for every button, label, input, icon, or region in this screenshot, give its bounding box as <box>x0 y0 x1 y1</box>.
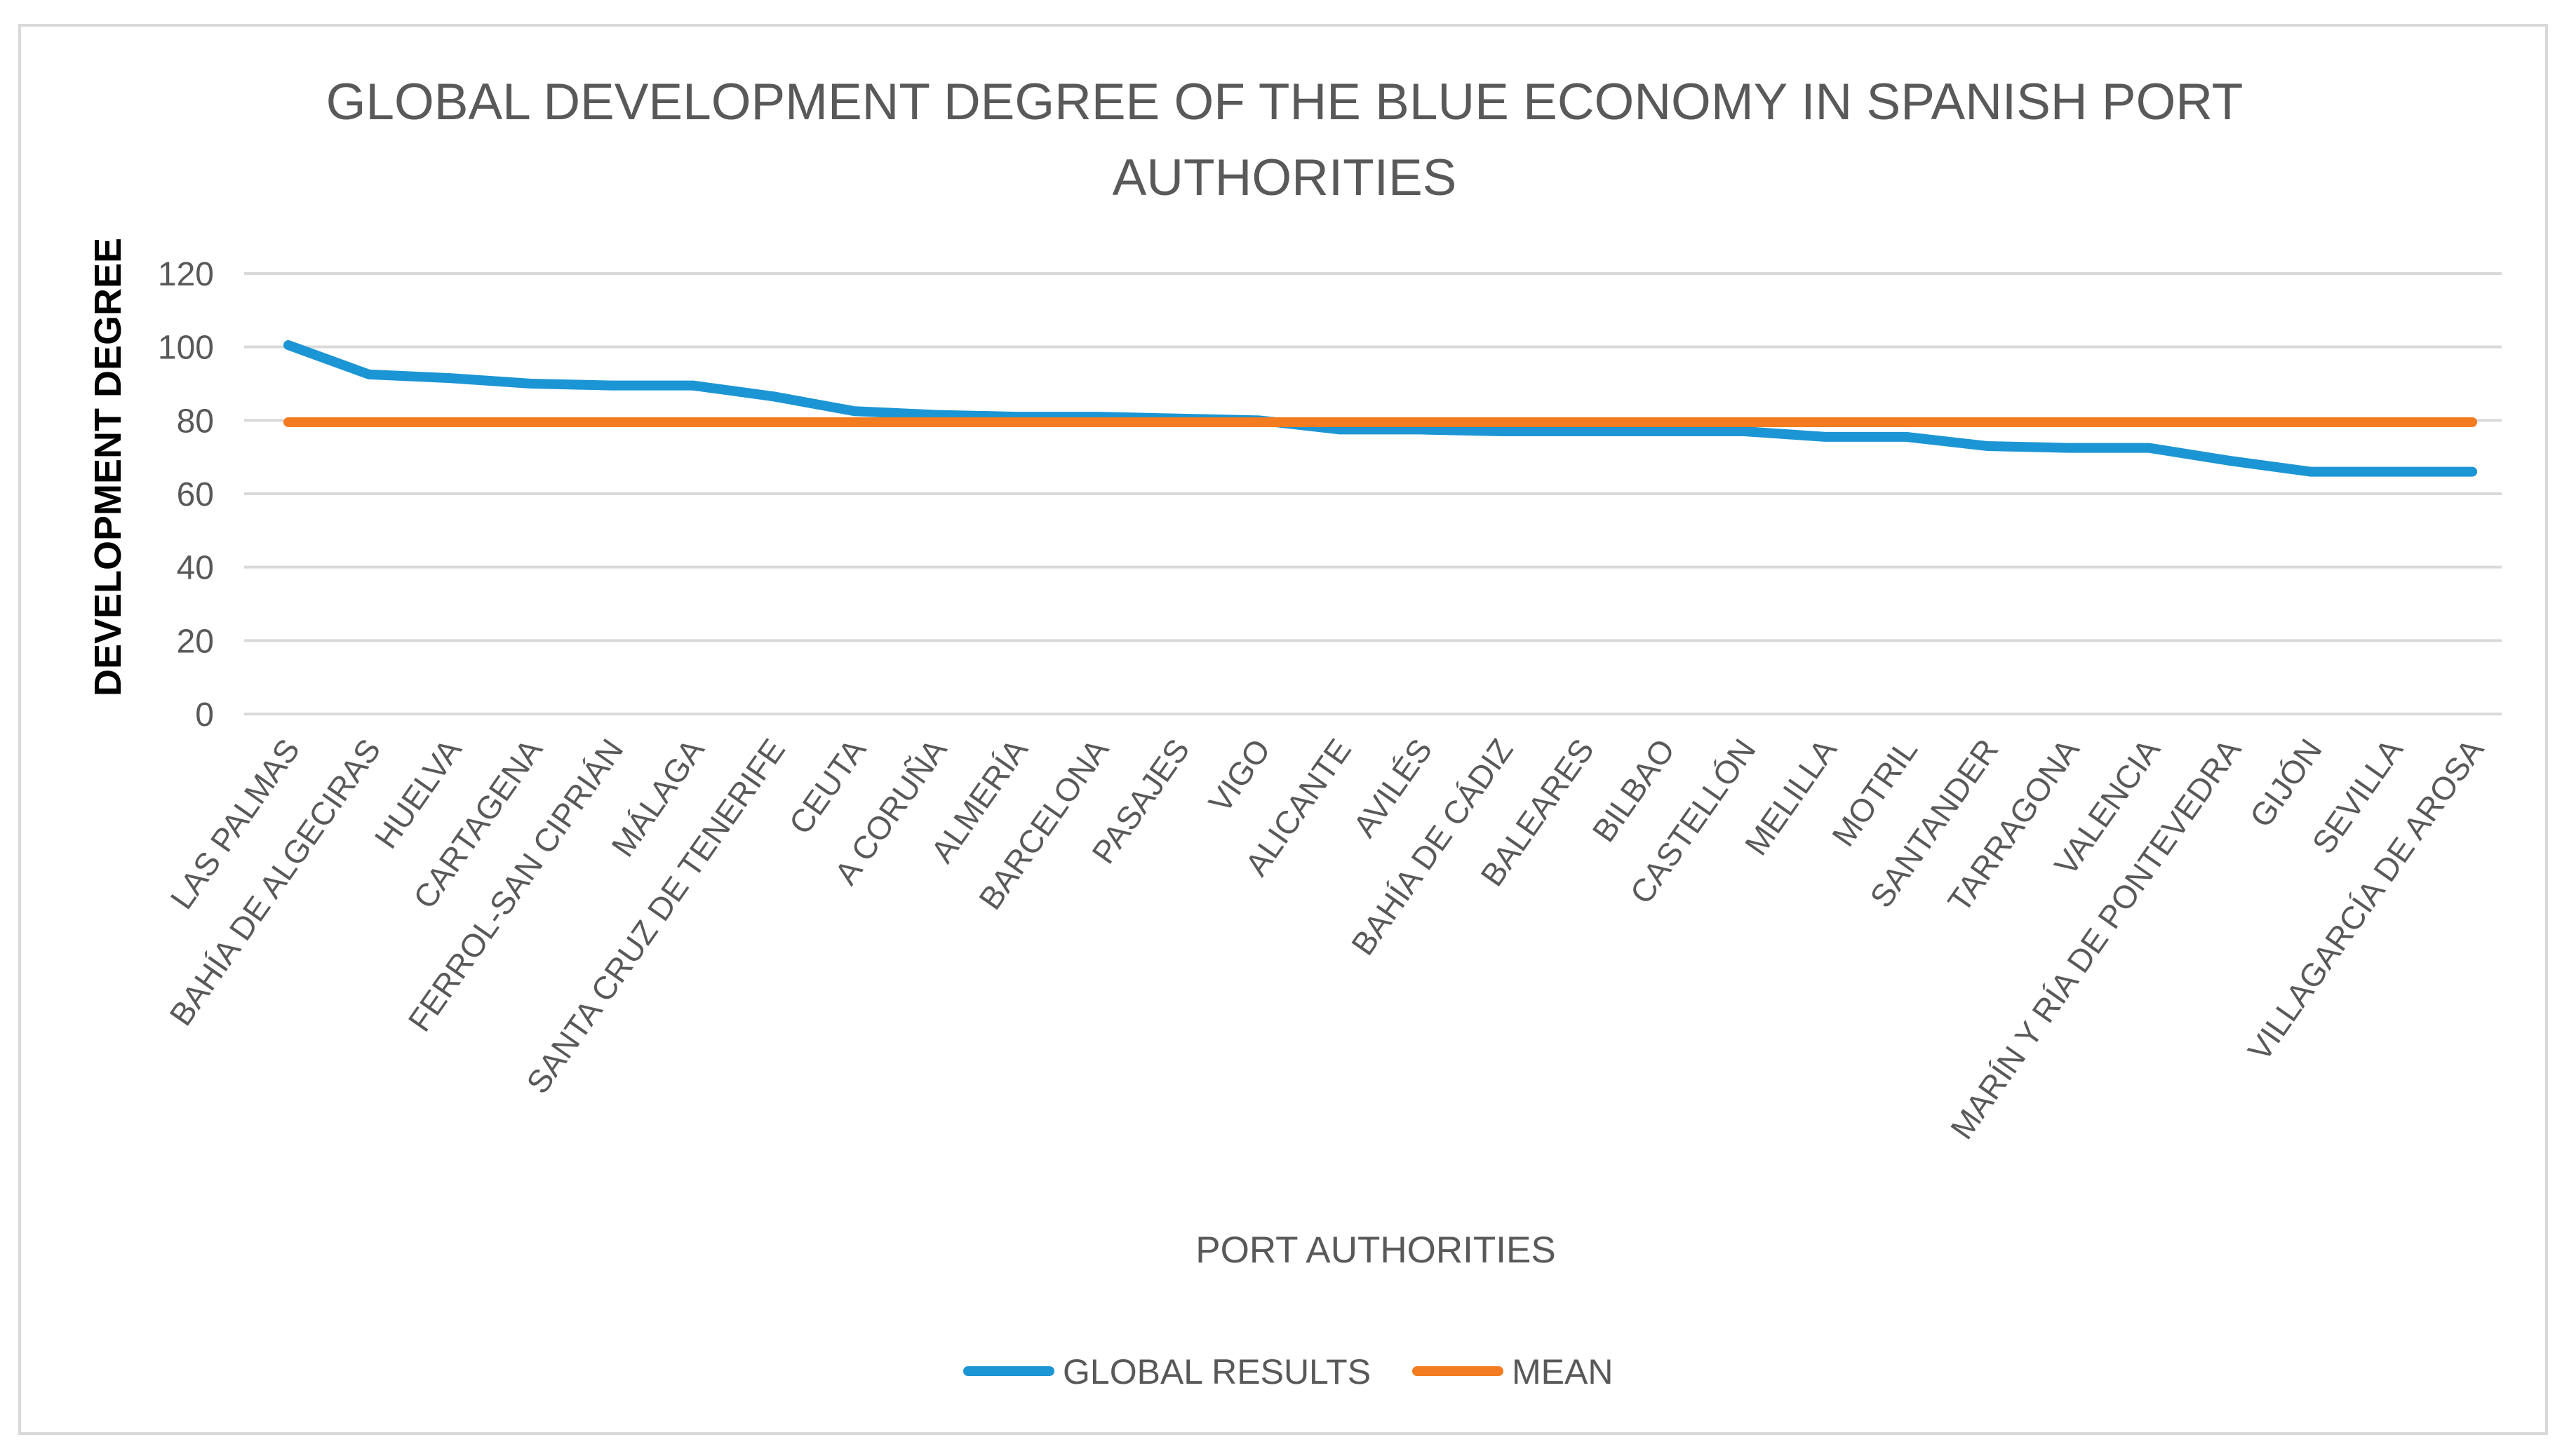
legend: GLOBAL RESULTS MEAN <box>963 1352 1613 1391</box>
x-tick-label: GIJÓN <box>2242 732 2328 834</box>
chart-title-line-2: AUTHORITIES <box>1113 149 1457 206</box>
x-axis-label: PORT AUTHORITIES <box>1195 1229 1555 1271</box>
chart-title-line-1: GLOBAL DEVELOPMENT DEGREE OF THE BLUE EC… <box>326 74 2243 130</box>
y-tick-label: 60 <box>177 476 214 513</box>
series-line-global-results <box>283 340 2478 477</box>
chart-frame <box>18 24 2548 1435</box>
y-axis-ticks: 0 20 40 60 80 100 120 <box>158 256 214 734</box>
y-tick-label: 0 <box>195 696 214 734</box>
series-lines <box>283 340 2478 477</box>
legend-label-global-results: GLOBAL RESULTS <box>1063 1352 1371 1391</box>
y-tick-label: 40 <box>177 550 214 587</box>
legend-label-mean: MEAN <box>1512 1352 1613 1391</box>
y-tick-label: 120 <box>158 256 214 293</box>
gridlines <box>244 272 2502 715</box>
y-tick-label: 20 <box>177 623 214 660</box>
chart-title: GLOBAL DEVELOPMENT DEGREE OF THE BLUE EC… <box>326 74 2243 206</box>
y-axis-label: DEVELOPMENT DEGREE <box>87 238 129 696</box>
y-tick-label: 100 <box>158 330 214 367</box>
x-tick-label: VIGO <box>1201 732 1277 819</box>
y-tick-label: 80 <box>177 403 214 440</box>
